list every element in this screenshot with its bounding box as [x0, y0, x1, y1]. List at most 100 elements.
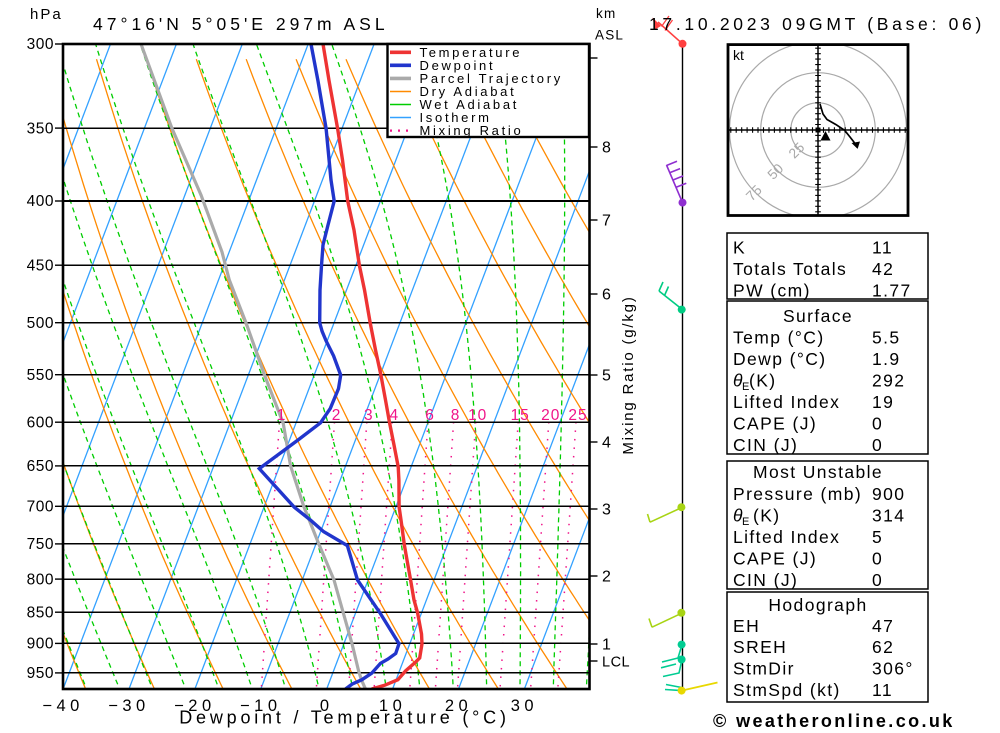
svg-text:Pressure (mb): Pressure (mb)	[733, 484, 862, 504]
svg-text:Hodograph: Hodograph	[768, 595, 867, 615]
svg-text:LCL: LCL	[602, 655, 630, 671]
svg-text:Mixing Ratio (g/kg): Mixing Ratio (g/kg)	[620, 295, 637, 454]
svg-text:15: 15	[511, 407, 530, 424]
svg-text:47: 47	[872, 616, 894, 636]
svg-text:−20: −20	[174, 697, 216, 715]
svg-text:600: 600	[27, 414, 54, 431]
svg-text:2: 2	[602, 569, 611, 586]
svg-text:θ: θ	[733, 506, 743, 526]
svg-text:62: 62	[872, 637, 894, 657]
svg-text:5: 5	[602, 368, 611, 385]
svg-text:2: 2	[332, 407, 342, 424]
svg-text:11: 11	[872, 680, 893, 700]
svg-text:Surface: Surface	[783, 306, 853, 326]
svg-text:Dry Adiabat: Dry Adiabat	[420, 84, 517, 99]
svg-text:CAPE (J): CAPE (J)	[733, 549, 817, 569]
svg-text:6: 6	[425, 407, 435, 424]
svg-text:Lifted Index: Lifted Index	[733, 392, 840, 412]
svg-text:30: 30	[511, 697, 538, 715]
svg-text:6: 6	[602, 287, 611, 304]
svg-text:StmSpd (kt): StmSpd (kt)	[733, 680, 841, 700]
svg-text:Dewpoint: Dewpoint	[420, 58, 496, 73]
svg-text:K: K	[733, 238, 746, 258]
svg-text:900: 900	[27, 636, 54, 653]
svg-text:Lifted Index: Lifted Index	[733, 527, 840, 547]
svg-text:4: 4	[602, 435, 611, 452]
svg-text:1.9: 1.9	[872, 349, 901, 369]
svg-text:5.5: 5.5	[872, 328, 901, 348]
svg-text:11: 11	[872, 238, 893, 258]
svg-text:20: 20	[445, 697, 472, 715]
svg-text:hPa: hPa	[30, 6, 63, 23]
svg-text:3: 3	[364, 407, 374, 424]
svg-text:Totals Totals: Totals Totals	[733, 259, 847, 279]
svg-text:10: 10	[468, 407, 487, 424]
svg-text:0: 0	[320, 697, 334, 715]
svg-text:Wet Adiabat: Wet Adiabat	[420, 97, 520, 112]
svg-text:Dewpoint / Temperature (°C): Dewpoint / Temperature (°C)	[179, 708, 510, 728]
svg-text:300: 300	[27, 36, 54, 53]
svg-text:550: 550	[27, 367, 54, 384]
svg-text:0: 0	[872, 435, 883, 455]
svg-text:θ: θ	[733, 371, 743, 391]
svg-text:19: 19	[872, 392, 894, 412]
svg-text:SREH: SREH	[733, 637, 787, 657]
svg-text:7: 7	[602, 213, 611, 230]
svg-text:ASL: ASL	[595, 28, 624, 43]
svg-text:Dewp (°C): Dewp (°C)	[733, 349, 827, 369]
svg-text:500: 500	[27, 315, 54, 332]
svg-text:4: 4	[389, 407, 399, 424]
svg-text:−30: −30	[108, 697, 150, 715]
svg-text:0: 0	[872, 414, 883, 434]
svg-text:0: 0	[872, 570, 883, 590]
svg-text:850: 850	[27, 604, 54, 621]
svg-text:3: 3	[602, 502, 611, 519]
svg-text:950: 950	[27, 665, 54, 682]
svg-text:8: 8	[451, 407, 461, 424]
svg-text:1.77: 1.77	[872, 281, 912, 301]
svg-text:−10: −10	[240, 697, 282, 715]
svg-text:1: 1	[277, 407, 287, 424]
svg-text:CAPE (J): CAPE (J)	[733, 414, 817, 434]
svg-text:800: 800	[27, 571, 54, 588]
svg-text:Mixing Ratio: Mixing Ratio	[420, 123, 524, 138]
svg-text:© weatheronline.co.uk: © weatheronline.co.uk	[713, 711, 955, 731]
svg-text:42: 42	[872, 259, 894, 279]
svg-text:Parcel Trajectory: Parcel Trajectory	[420, 71, 563, 86]
svg-text:8: 8	[602, 140, 611, 157]
svg-text:700: 700	[27, 499, 54, 516]
svg-text:47°16'N 5°05'E 297m ASL: 47°16'N 5°05'E 297m ASL	[93, 14, 389, 34]
svg-text:−40: −40	[42, 697, 84, 715]
svg-text:StmDir: StmDir	[733, 659, 795, 679]
svg-text:450: 450	[27, 257, 54, 274]
svg-text:Isotherm: Isotherm	[420, 110, 492, 125]
svg-text:400: 400	[27, 193, 54, 210]
svg-text:900: 900	[872, 484, 905, 504]
svg-text:(K): (K)	[753, 506, 781, 526]
svg-text:km: km	[596, 6, 616, 21]
svg-text:kt: kt	[733, 47, 744, 63]
svg-text:5: 5	[872, 527, 883, 547]
svg-text:650: 650	[27, 458, 54, 475]
svg-text:0: 0	[872, 549, 883, 569]
svg-text:E: E	[742, 381, 749, 393]
svg-text:E: E	[742, 516, 749, 528]
svg-text:PW (cm): PW (cm)	[733, 281, 811, 301]
svg-text:20: 20	[541, 407, 560, 424]
svg-text:750: 750	[27, 536, 54, 553]
svg-text:306°: 306°	[872, 659, 914, 679]
svg-text:(K): (K)	[749, 371, 777, 391]
svg-text:25: 25	[568, 407, 587, 424]
svg-text:EH: EH	[733, 616, 760, 636]
svg-text:17.10.2023 09GMT (Base: 06): 17.10.2023 09GMT (Base: 06)	[649, 14, 985, 34]
svg-text:10: 10	[379, 697, 406, 715]
svg-text:314: 314	[872, 506, 905, 526]
svg-text:1: 1	[602, 637, 611, 654]
svg-text:Temp (°C): Temp (°C)	[733, 328, 825, 348]
svg-text:CIN (J): CIN (J)	[733, 435, 798, 455]
svg-text:Temperature: Temperature	[420, 45, 523, 60]
svg-text:350: 350	[27, 120, 54, 137]
svg-text:292: 292	[872, 371, 905, 391]
svg-text:CIN (J): CIN (J)	[733, 570, 798, 590]
svg-text:Most Unstable: Most Unstable	[753, 462, 883, 482]
